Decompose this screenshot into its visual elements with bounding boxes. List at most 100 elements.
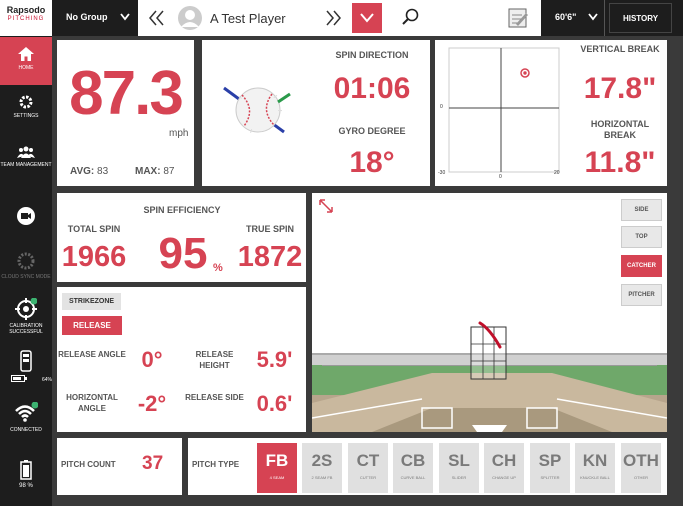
brand-name: Rapsodo <box>6 5 46 15</box>
mound-distance-label[interactable]: 60'6" <box>555 12 577 22</box>
speed-unit: mph <box>169 128 189 139</box>
expand-icon[interactable] <box>318 198 334 214</box>
device-battery-percent: 64% <box>41 377 52 383</box>
pitch-type-2s[interactable]: 2S 2 SEAM FB <box>302 443 342 493</box>
sidebar-item-calibration[interactable]: CALIBRATION SUCCESSFUL <box>0 298 52 342</box>
plot-x-zero: 0 <box>499 174 502 180</box>
avg-label: AVG: <box>70 166 95 177</box>
release-side-value: 0.6' <box>256 391 293 416</box>
sidebar-item-team[interactable]: TEAM MANAGEMENT <box>0 145 52 181</box>
spin-panel: SPIN DIRECTION 01:06 GYRO DEGREE 18° <box>202 40 430 186</box>
next-player-icon[interactable] <box>324 9 342 27</box>
true-spin-value: 1872 <box>237 241 303 273</box>
pitch-3d-view[interactable]: SIDE TOP CATCHER PITCHER <box>312 193 667 432</box>
spin-efficiency-panel: SPIN EFFICIENCY TOTAL SPIN 1966 95 % TRU… <box>57 193 306 282</box>
crosshair-icon <box>15 298 37 320</box>
horizontal-angle-label: HORIZONTAL ANGLE <box>66 393 118 413</box>
pitch-type-sp[interactable]: SP SPLITTER <box>530 443 570 493</box>
pitch-type-label: PITCH TYPE <box>192 460 240 469</box>
pitch-type-ch[interactable]: CH CHANGE UP <box>484 443 524 493</box>
release-angle-value: 0° <box>141 347 163 372</box>
field-scene <box>312 353 667 432</box>
search-icon[interactable] <box>402 8 420 26</box>
total-spin-value: 1966 <box>61 241 127 273</box>
true-spin-label: TRUE SPIN <box>245 224 294 234</box>
pitch-type-cb[interactable]: CB CURVE BALL <box>393 443 433 493</box>
brand-sub: PITCHING <box>7 16 45 22</box>
strikezone-tab[interactable]: STRIKEZONE <box>62 293 121 310</box>
view-catcher-button[interactable]: CATCHER <box>621 255 662 277</box>
release-height-label: RELEASE HEIGHT <box>195 350 234 370</box>
total-spin-label: TOTAL SPIN <box>67 224 121 234</box>
device-icon <box>20 350 32 372</box>
pitch-type-sl[interactable]: SL SLIDER <box>439 443 479 493</box>
spin-efficiency-unit: % <box>213 262 223 274</box>
plot-y-zero: 0 <box>440 104 443 110</box>
speed-value: 87.3 <box>69 59 184 128</box>
vertical-break-label: VERTICAL BREAK <box>580 44 660 54</box>
release-height-value: 5.9' <box>256 347 293 372</box>
gyro-degree-label: GYRO DEGREE <box>338 126 406 136</box>
pitch-type-fb[interactable]: FB 4 SEAM <box>257 443 297 493</box>
spin-efficiency-value: 95 <box>158 229 208 278</box>
tablet-battery-percent: 98 % <box>19 483 33 489</box>
home-icon <box>18 47 34 61</box>
pitch-count-value: 37 <box>142 453 164 474</box>
sync-icon <box>17 252 35 270</box>
sidebar-label-team: TEAM MANAGEMENT <box>0 162 52 168</box>
chevron-down-icon <box>360 13 374 23</box>
view-pitcher-button[interactable]: PITCHER <box>621 284 662 306</box>
plot-x-max: 20 <box>554 170 560 176</box>
battery-icon <box>11 375 28 382</box>
sidebar-label-home: HOME <box>18 65 34 71</box>
chevron-down-icon[interactable] <box>588 13 598 21</box>
gear-icon <box>19 95 33 109</box>
player-dropdown-button[interactable] <box>352 3 382 33</box>
horizontal-angle-value: -2° <box>137 391 167 416</box>
player-avatar-icon <box>178 6 202 30</box>
sidebar-item-settings[interactable]: SETTINGS <box>0 94 52 128</box>
team-icon <box>17 146 35 158</box>
view-top-button[interactable]: TOP <box>621 226 662 248</box>
sidebar-item-tablet-battery: 98 % <box>0 460 52 496</box>
break-plot <box>448 47 560 173</box>
pitch-type-ct[interactable]: CT CUTTER <box>348 443 388 493</box>
plot-x-min: -30 <box>438 170 446 176</box>
prev-player-icon[interactable] <box>148 9 166 27</box>
sidebar-item-home[interactable]: HOME <box>0 37 52 85</box>
horizontal-break-value: 11.8" <box>584 146 656 179</box>
spin-efficiency-title: SPIN EFFICIENCY <box>143 205 221 215</box>
player-name[interactable]: A Test Player <box>210 11 286 26</box>
sidebar-ghost-label <box>0 241 52 249</box>
release-angle-label: RELEASE ANGLE <box>58 350 126 359</box>
release-panel: STRIKEZONE RELEASE RELEASE ANGLE 0° RELE… <box>57 287 306 432</box>
notes-icon[interactable] <box>507 7 529 29</box>
avg-value: 83 <box>97 166 109 177</box>
baseball-spin-axis-image <box>223 86 291 134</box>
horizontal-break-label: HORIZONTAL BREAK <box>590 119 650 140</box>
pitch-count-label: PITCH COUNT <box>61 460 116 469</box>
sidebar-item-video[interactable] <box>0 206 52 228</box>
divider <box>604 0 605 36</box>
chevron-down-icon[interactable] <box>120 13 130 21</box>
sidebar-label-wifi: CONNECTED <box>10 427 42 433</box>
release-side-label: RELEASE SIDE <box>185 393 244 402</box>
group-select-label[interactable]: No Group <box>66 12 108 22</box>
release-tab[interactable]: RELEASE <box>62 316 122 335</box>
max-value: 87 <box>163 166 175 177</box>
view-side-button[interactable]: SIDE <box>621 199 662 221</box>
sidebar: Rapsodo PITCHING HOME SETTINGS TEAM MANA… <box>0 0 52 506</box>
sidebar-label-calibration: CALIBRATION SUCCESSFUL <box>9 323 43 335</box>
sidebar-item-wifi[interactable]: CONNECTED <box>0 402 52 444</box>
sidebar-item-cloud-sync[interactable]: CLOUD SYNC MODE <box>0 251 52 291</box>
sidebar-label-settings: SETTINGS <box>13 113 39 119</box>
break-panel: 0 -30 0 20 VERTICAL BREAK 17.8" HORIZONT… <box>435 40 667 186</box>
max-label: MAX: <box>135 166 161 177</box>
history-button[interactable]: HISTORY <box>609 3 672 33</box>
pitch-type-oth[interactable]: OTH OTHER <box>621 443 661 493</box>
pitch-count-panel: PITCH COUNT 37 <box>57 438 182 495</box>
sidebar-label-cloud-sync: CLOUD SYNC MODE <box>1 274 51 280</box>
battery-vertical-icon <box>20 460 32 480</box>
video-camera-icon <box>17 207 35 225</box>
pitch-type-kn[interactable]: KN KNUCKLE BALL <box>575 443 615 493</box>
